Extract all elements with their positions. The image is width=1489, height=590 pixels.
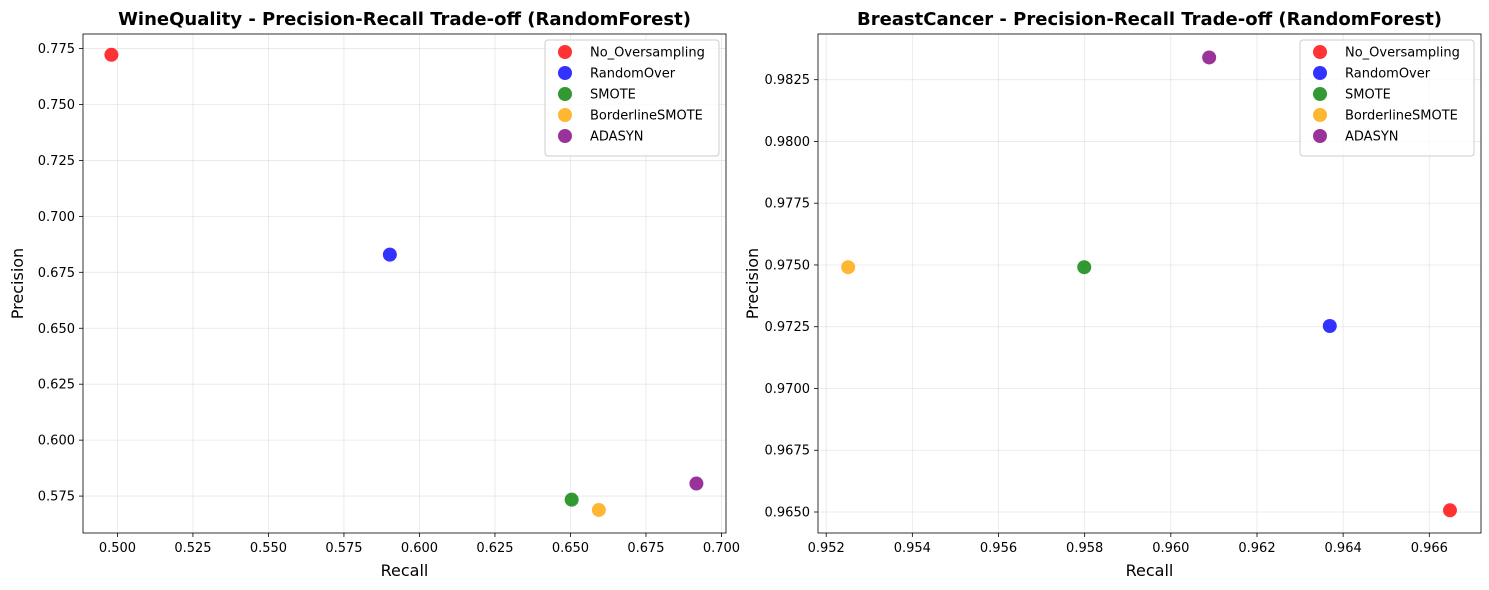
grid (83, 34, 726, 533)
y-tick-label: 0.600 (38, 434, 75, 449)
y-tick-label: 0.700 (38, 210, 75, 225)
x-tick-label: 0.952 (808, 541, 845, 556)
y-tick-label: 0.9700 (765, 382, 811, 397)
x-tick-label: 0.956 (980, 541, 1017, 556)
legend-box (544, 39, 720, 157)
legend-label: No_Oversampling (590, 46, 705, 61)
legend-marker (1313, 108, 1327, 122)
y-tick-label: 0.625 (38, 378, 75, 393)
x-tick-label: 0.700 (703, 541, 740, 556)
legend-label: SMOTE (1345, 88, 1391, 103)
legend-label: ADASYN (1345, 130, 1399, 145)
legend-marker (558, 45, 572, 59)
chart-title: WineQuality - Precision-Recall Trade-off… (118, 9, 691, 30)
data-point-randomover (1322, 318, 1337, 333)
legend-marker (1313, 87, 1327, 101)
y-tick-label: 0.675 (38, 266, 75, 281)
data-point-smote (564, 492, 579, 507)
data-point-no-oversampling (1442, 503, 1457, 518)
legend: No_Oversampling RandomOver SMOTE Borderline… (1299, 39, 1475, 157)
legend-label: BorderlineSMOTE (1345, 109, 1458, 124)
legend-marker (1313, 66, 1327, 80)
x-tick-label: 0.962 (1238, 541, 1275, 556)
chart-title: BreastCancer - Precision-Recall Trade-of… (857, 9, 1442, 30)
legend-label: RandomOver (590, 67, 676, 82)
x-axis-label: Recall (1126, 561, 1174, 580)
y-tick-label: 0.9650 (765, 506, 811, 521)
y-tick-label: 0.9725 (765, 320, 811, 335)
legend-label: RandomOver (1345, 67, 1431, 82)
legend: No_Oversampling RandomOver SMOTE Borderline… (544, 39, 720, 157)
legend-label: No_Oversampling (1345, 46, 1460, 61)
y-tick-label: 0.575 (38, 490, 75, 505)
legend-marker (1313, 45, 1327, 59)
plot-area (817, 33, 1482, 534)
x-axis-label: Recall (381, 561, 429, 580)
legend-marker (558, 66, 572, 80)
y-tick-label: 0.750 (38, 98, 75, 113)
legend-label: BorderlineSMOTE (590, 109, 703, 124)
data-point-adasyn (689, 476, 704, 491)
y-tick-label: 0.650 (38, 322, 75, 337)
legend-label: ADASYN (590, 130, 644, 145)
x-tick-label: 0.625 (476, 541, 513, 556)
y-tick-label: 0.775 (38, 42, 75, 57)
y-axis-label: Precision (743, 248, 762, 319)
y-tick-label: 0.9675 (765, 444, 811, 459)
x-tick-label: 0.600 (401, 541, 438, 556)
x-tick-label: 0.500 (99, 541, 136, 556)
data-point-adasyn (1202, 50, 1217, 65)
x-tick-label: 0.575 (325, 541, 362, 556)
x-tick-label: 0.966 (1411, 541, 1448, 556)
legend-marker (1313, 129, 1327, 143)
data-point-borderlinesmote (591, 502, 606, 517)
x-tick-label: 0.964 (1325, 541, 1362, 556)
y-tick-label: 0.9775 (765, 197, 811, 212)
y-tick-label: 0.725 (38, 154, 75, 169)
data-point-randomover (382, 247, 397, 262)
data-point-smote (1077, 260, 1092, 275)
data-point-borderlinesmote (841, 260, 856, 275)
x-tick-label: 0.960 (1152, 541, 1189, 556)
y-tick-label: 0.9825 (765, 73, 811, 88)
x-tick-label: 0.650 (552, 541, 589, 556)
data-point-no-oversampling (104, 47, 119, 62)
x-tick-label: 0.550 (250, 541, 287, 556)
x-tick-label: 0.675 (627, 541, 664, 556)
legend-box (1299, 39, 1475, 157)
x-tick-label: 0.954 (894, 541, 931, 556)
legend-marker (558, 108, 572, 122)
legend-label: SMOTE (590, 88, 636, 103)
y-tick-label: 0.9800 (765, 135, 811, 150)
legend-marker (558, 87, 572, 101)
legend-marker (558, 129, 572, 143)
y-axis-label: Precision (8, 248, 27, 319)
x-tick-label: 0.525 (174, 541, 211, 556)
y-tick-label: 0.9750 (765, 258, 811, 273)
chart-breastcancer: 0.952 0.954 0.956 0.958 0.960 0.962 0.964 0.966… (743, 9, 1482, 580)
x-tick-label: 0.958 (1066, 541, 1103, 556)
chart-winequality: 0.500 0.525 0.550 0.575 0.600 0.625 0.650 0.675… (8, 9, 740, 580)
plot-area (82, 33, 727, 534)
